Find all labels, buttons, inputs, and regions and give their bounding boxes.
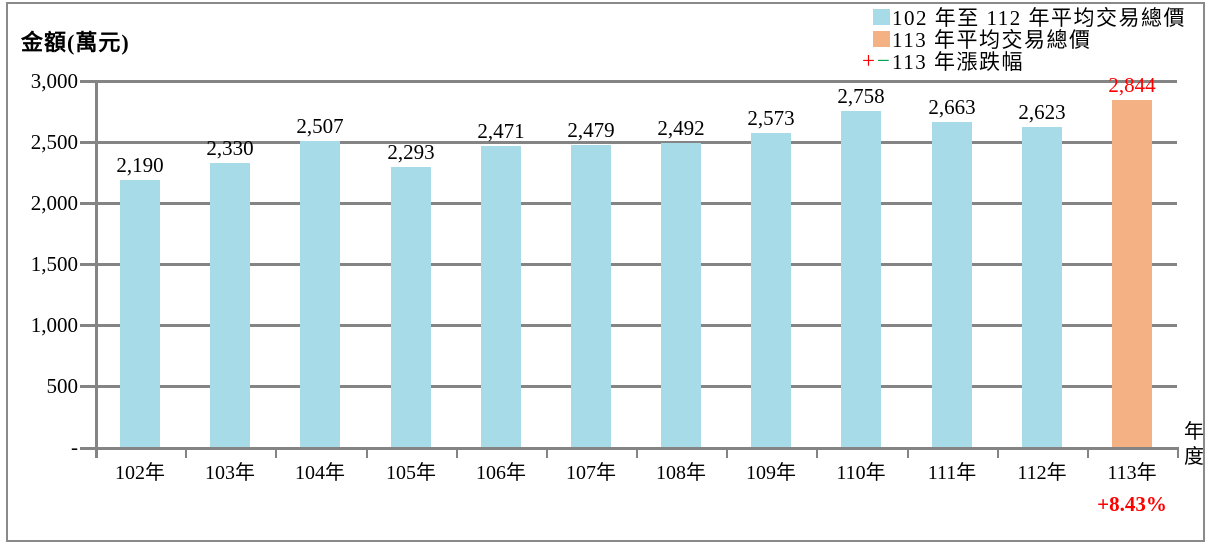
x-axis-line <box>80 447 1177 450</box>
y-tick-label: 3,000 <box>30 69 78 93</box>
x-axis-category-label: 104年 <box>295 462 345 484</box>
x-axis-tick <box>636 447 638 458</box>
x-axis-tick <box>366 447 368 458</box>
x-axis-category-label: 111年 <box>927 462 977 484</box>
bar-value-label: 2,573 <box>747 106 795 130</box>
x-axis-tick <box>997 447 999 458</box>
bar <box>751 133 791 447</box>
legend-label: 102 年至 112 年平均交易總價 <box>892 6 1186 30</box>
y-tick-label: 2,500 <box>30 130 78 154</box>
x-axis-category-label: 107年 <box>566 462 616 484</box>
bar <box>661 143 701 447</box>
bar <box>481 146 521 447</box>
x-axis-category-label: 112年 <box>1017 462 1067 484</box>
x-axis-category-label: 109年 <box>746 462 796 484</box>
minus-icon: − <box>877 48 890 73</box>
x-axis-tick <box>456 447 458 458</box>
x-axis-title: 年度 <box>1184 421 1204 468</box>
x-axis-category-label: 105年 <box>386 462 436 484</box>
blue-swatch-icon <box>873 9 890 25</box>
x-axis-tick <box>1087 447 1089 458</box>
bar <box>1022 127 1062 447</box>
legend-item-current: 113 年平均交易總價 <box>852 28 1186 52</box>
legend-marker <box>852 31 890 47</box>
bar <box>300 141 340 447</box>
gridline <box>80 80 1177 83</box>
x-axis-category-label: 113年 <box>1107 462 1157 484</box>
x-axis-category-label: 108年 <box>656 462 706 484</box>
x-axis-category-label: 106年 <box>476 462 526 484</box>
bar-value-label: 2,623 <box>1018 100 1066 124</box>
x-axis-tick <box>1177 447 1179 458</box>
legend-label: 113 年平均交易總價 <box>892 28 1092 52</box>
x-axis-category-label: 103年 <box>205 462 255 484</box>
bar <box>841 111 881 447</box>
bar-value-label: 2,330 <box>206 136 254 160</box>
bar-value-label: 2,293 <box>387 140 435 164</box>
gridline <box>80 385 1177 388</box>
y-tick-label: 2,000 <box>30 191 78 215</box>
x-axis-tick <box>275 447 277 458</box>
y-tick-label: 1,000 <box>30 313 78 337</box>
y-tick-label: - <box>71 435 78 459</box>
bar-value-label: 2,479 <box>567 118 615 142</box>
x-axis-tick <box>726 447 728 458</box>
bar <box>391 167 431 447</box>
bar <box>210 163 250 447</box>
bar-value-label: 2,507 <box>296 114 344 138</box>
bar <box>932 122 972 447</box>
gridline <box>80 263 1177 266</box>
chart-border <box>6 2 1205 542</box>
bar-value-label: 2,471 <box>477 119 525 143</box>
gridline <box>80 324 1177 327</box>
bar <box>571 145 611 447</box>
legend-item-change: + − 113 年漲跌幅 <box>852 48 1186 74</box>
plus-icon: + <box>862 48 876 73</box>
y-tick-label: 500 <box>46 374 79 398</box>
bar-value-label: 2,190 <box>116 153 164 177</box>
x-axis-category-label: 110年 <box>836 462 886 484</box>
bar <box>1112 100 1152 447</box>
orange-swatch-icon <box>873 31 890 47</box>
gridline <box>80 202 1177 205</box>
bar <box>120 180 160 447</box>
y-axis-line <box>95 81 98 458</box>
bar-value-label: 2,492 <box>657 116 705 140</box>
x-axis-category-label: 102年 <box>115 462 165 484</box>
legend: 102 年至 112 年平均交易總價 113 年平均交易總價 + − 113 年… <box>852 6 1186 74</box>
legend-item-historical: 102 年至 112 年平均交易總價 <box>852 6 1186 30</box>
y-tick-label: 1,500 <box>30 252 78 276</box>
bar-value-label: 2,758 <box>837 84 885 108</box>
gridline <box>80 141 1177 144</box>
x-axis-tick <box>185 447 187 458</box>
legend-marker: + − <box>852 48 890 73</box>
x-axis-tick <box>816 447 818 458</box>
legend-label: 113 年漲跌幅 <box>892 50 1024 74</box>
change-rate-annotation: +8.43% <box>1097 492 1167 516</box>
legend-marker <box>852 9 890 25</box>
x-axis-tick <box>546 447 548 458</box>
bar-value-label: 2,844 <box>1108 73 1156 97</box>
y-axis-title: 金額(萬元) <box>21 30 130 55</box>
x-axis-tick <box>95 447 97 458</box>
bar-value-label: 2,663 <box>928 95 976 119</box>
x-axis-tick <box>907 447 909 458</box>
